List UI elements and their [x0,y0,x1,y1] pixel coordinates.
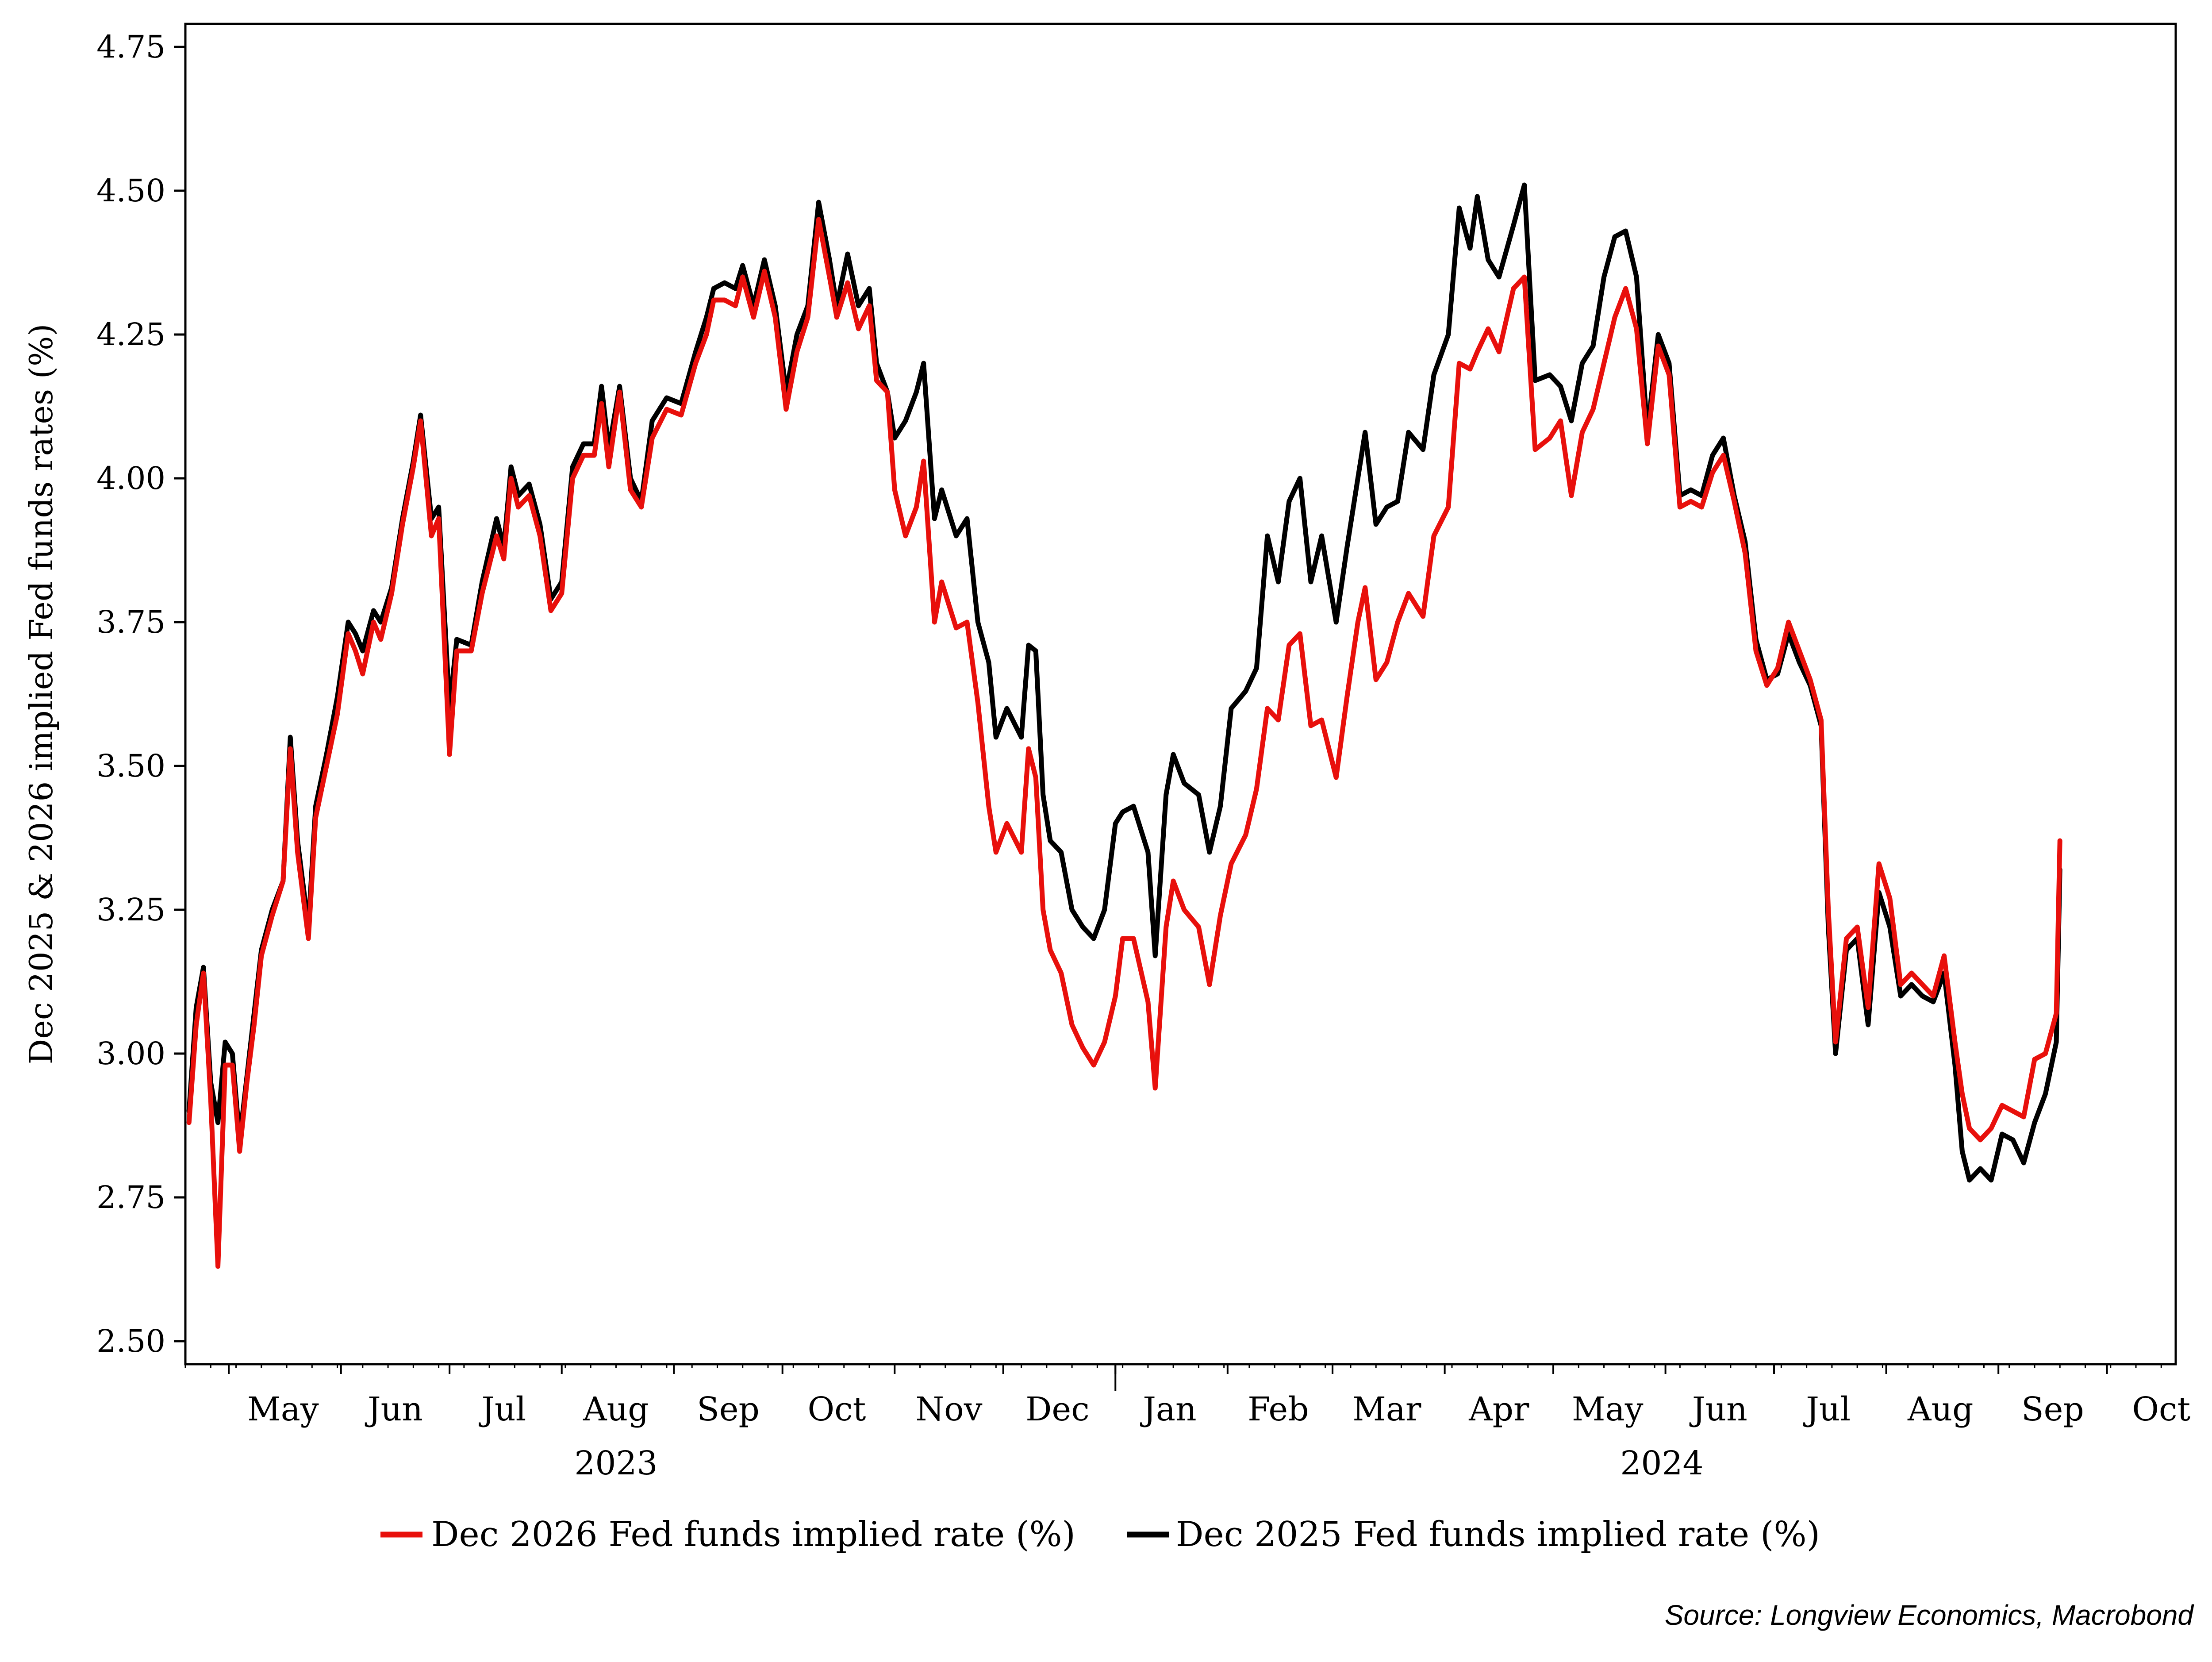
plot-frame [184,23,2177,1366]
x-month-label: Mar [1352,1390,1421,1428]
x-month-label: May [247,1390,319,1428]
legend-label: Dec 2025 Fed funds implied rate (%) [1176,1515,1820,1554]
x-month-label: Jun [1689,1390,1747,1428]
y-tick-label: 4.00 [96,460,165,496]
x-month-label: Sep [2021,1390,2084,1428]
x-year-label: 2023 [574,1444,657,1482]
x-month-label: Feb [1248,1390,1309,1428]
legend: Dec 2026 Fed funds implied rate (%) Dec 2… [380,1515,1820,1554]
y-axis-label: Dec 2025 & 2026 implied Fed funds rates … [23,323,60,1064]
x-month-label: Aug [583,1390,649,1428]
x-month-label: Aug [1907,1390,1973,1428]
x-month-label: Oct [2132,1390,2190,1428]
x-month-label: Jun [365,1390,423,1428]
x-month-label: Nov [915,1390,982,1428]
x-month-label: May [1572,1390,1644,1428]
y-tick-label: 2.75 [96,1179,165,1216]
x-month-label: Sep [697,1390,760,1428]
y-tick-label: 3.25 [96,892,165,928]
series-line-dec-2026 [186,217,2062,1269]
source-note: Source: Longview Economics, Macrobond [1665,1599,2195,1631]
series-lines [186,182,2062,1269]
y-tick-label: 4.25 [96,316,165,353]
x-month-label: Jul [478,1390,526,1428]
y-tick-label: 4.50 [96,173,165,209]
x-month-label: Apr [1468,1390,1529,1428]
x-month-label: Jul [1803,1390,1851,1428]
legend-label: Dec 2026 Fed funds implied rate (%) [431,1515,1075,1554]
x-month-label: Dec [1025,1390,1090,1428]
y-tick-label: 3.75 [96,604,165,640]
x-year-label: 2024 [1620,1444,1703,1482]
y-tick-label: 3.50 [96,748,165,784]
y-tick-label: 3.00 [96,1035,165,1072]
y-tick-label: 4.75 [96,29,165,65]
x-month-label: Oct [807,1390,866,1428]
x-month-label: Jan [1140,1390,1196,1428]
x-axis: May Jun Jul Aug Sep Oct Nov Dec Jan Feb Mar Apr May J… [184,1364,2190,1482]
y-axis: 2.50 2.75 3.00 3.25 3.50 3.75 4.00 4.25 4.50 4.75 [96,29,185,1359]
y-tick-label: 2.50 [96,1323,165,1359]
